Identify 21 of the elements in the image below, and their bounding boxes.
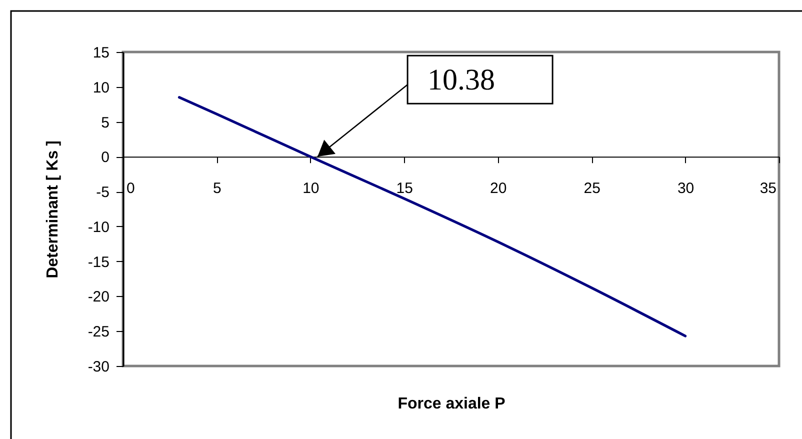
- y-tick-label: -20: [88, 288, 110, 306]
- x-tick-label: 35: [760, 180, 776, 198]
- y-axis-title: Determinant [ Ks ]: [44, 140, 62, 278]
- x-tick-label: 5: [213, 180, 222, 198]
- annotation: 10.38: [428, 64, 496, 97]
- x-tick-label: 30: [677, 180, 694, 198]
- x-tick-label: 20: [490, 180, 507, 198]
- x-tick-label: 10: [302, 180, 320, 198]
- y-tick-label: 15: [92, 44, 110, 62]
- y-tick-label: -25: [88, 324, 110, 341]
- y-tick-label: -5: [96, 184, 110, 202]
- y-tick-label: 0: [101, 149, 110, 166]
- y-tick-label: -10: [88, 218, 110, 236]
- y-tick-label: -30: [88, 358, 110, 376]
- y-tick-label: -15: [88, 254, 110, 271]
- x-axis-title: Force axiale P: [398, 396, 506, 412]
- x-tick-label: 15: [396, 180, 413, 198]
- x-tick-label: 0: [126, 180, 135, 198]
- y-tick-label: 5: [101, 114, 110, 132]
- y-tick-label: 10: [92, 79, 110, 96]
- x-tick-label: 25: [584, 180, 600, 198]
